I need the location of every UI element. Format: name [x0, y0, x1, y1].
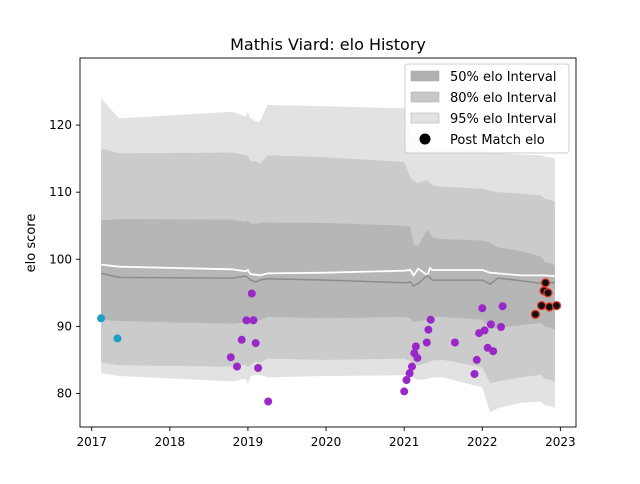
y-tick-label-120: 120 [49, 118, 72, 132]
legend-label-post-match-elo: Post Match elo [450, 133, 545, 148]
x-tick-label-2018: 2018 [155, 435, 186, 449]
legend: 50% elo Interval 80% elo Interval 95% elo … [404, 63, 570, 154]
chart-title: Mathis Viard: elo History [230, 35, 426, 54]
x-tick-label-2022: 2022 [467, 435, 498, 449]
y-tick-label-100: 100 [49, 252, 72, 266]
post-match-elo-point-22 [470, 370, 479, 378]
post-match-elo-point-35 [540, 278, 551, 288]
legend-label-80-elo-interval: 80% elo Interval [450, 91, 557, 106]
post-match-elo-point-21 [450, 338, 459, 347]
post-match-elo-point-13 [405, 369, 414, 378]
legend-swatch-50-elo-interval [410, 70, 440, 82]
post-match-elo-point-7 [249, 316, 258, 325]
post-match-elo-point-32 [530, 309, 541, 319]
y-tick-label-80: 80 [57, 386, 72, 400]
legend-marker-post-match-elo [419, 133, 431, 145]
band-50-interval [101, 219, 555, 330]
x-tick-label-2019: 2019 [233, 435, 264, 449]
post-match-elo-point-23 [472, 355, 481, 364]
y-tick-label-110: 110 [49, 185, 72, 199]
post-match-elo-point-2 [226, 353, 235, 362]
post-match-elo-point-29 [489, 347, 498, 356]
post-match-elo-point-17 [413, 353, 422, 362]
post-match-elo-point-0 [97, 314, 106, 323]
post-match-elo-point-12 [402, 376, 411, 384]
legend-box [404, 63, 570, 154]
post-match-elo-point-4 [237, 335, 246, 344]
x-tick-label-2023: 2023 [545, 435, 576, 449]
post-match-elo-point-25 [478, 304, 487, 313]
mean-elo-line [100, 263, 555, 278]
post-match-elo-point-19 [424, 325, 433, 334]
legend-label-95-elo-interval: 95% elo Interval [450, 112, 557, 127]
post-match-elo-point-31 [498, 302, 507, 311]
post-match-elo-point-16 [411, 342, 420, 351]
x-tick-label-2017: 2017 [76, 435, 107, 449]
post-match-elo-point-33 [536, 300, 547, 311]
axes: 2017 2018 2019 2020 2021 2022 2023 80 90 100 110 12… [49, 57, 577, 449]
post-match-elo-point-1 [113, 334, 122, 343]
axes-frame [79, 57, 577, 428]
post-match-elo-point-14 [408, 362, 416, 371]
post-match-elo-point-36 [543, 288, 553, 298]
post-match-elo-point-6 [247, 289, 256, 298]
post-match-elo-point-10 [264, 397, 273, 406]
x-tick-label-2020: 2020 [311, 435, 342, 449]
post-match-elo-point-26 [480, 326, 489, 335]
post-match-elo-point-3 [233, 362, 241, 371]
legend-label-50-elo-interval: 50% elo Interval [450, 70, 557, 85]
post-match-elo-point-11 [400, 387, 409, 396]
post-match-elo-point-30 [497, 323, 505, 331]
post-match-elo-point-18 [422, 338, 431, 347]
legend-swatch-80-elo-interval [410, 91, 440, 103]
post-match-elo-point-38 [551, 300, 562, 311]
post-match-elo-point-20 [426, 315, 435, 324]
plot-area [97, 98, 562, 413]
y-axis-label: elo score [24, 214, 39, 273]
x-tick-label-2021: 2021 [389, 435, 420, 449]
post-match-elo-point-9 [254, 364, 263, 372]
post-match-elo-point-28 [486, 320, 495, 329]
legend-swatch-95-elo-interval [410, 112, 440, 124]
post-match-elo-point-5 [242, 316, 251, 325]
median-elo-line [100, 272, 555, 288]
y-tick-label-90: 90 [57, 319, 72, 333]
post-match-elo-point-8 [251, 339, 260, 348]
